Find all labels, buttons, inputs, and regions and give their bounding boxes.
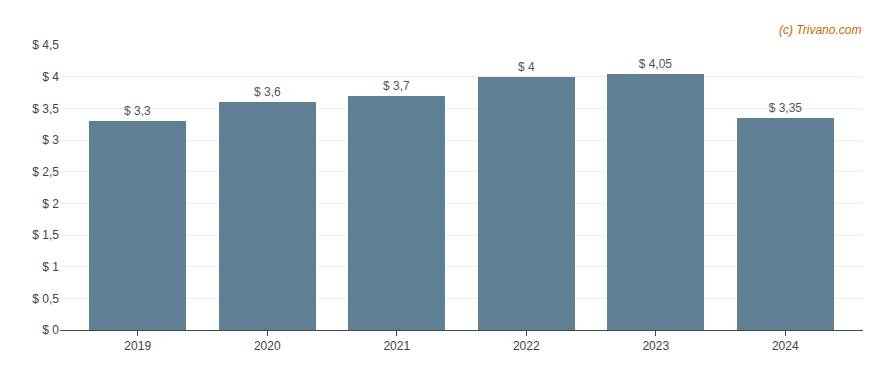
svg-text:$ 3,3: $ 3,3 [124,104,151,118]
svg-text:2024: 2024 [772,339,799,353]
svg-text:(c) Trivano.com: (c) Trivano.com [779,23,861,37]
svg-text:$ 4,5: $ 4,5 [32,38,59,52]
svg-text:2023: 2023 [642,339,669,353]
svg-text:$ 2: $ 2 [42,197,59,211]
svg-text:$ 3,7: $ 3,7 [383,79,410,93]
svg-text:$ 2,5: $ 2,5 [32,165,59,179]
svg-text:$ 4: $ 4 [42,70,59,84]
svg-text:$ 3,5: $ 3,5 [32,102,59,116]
svg-text:$ 0: $ 0 [42,323,59,337]
svg-text:$ 4,05: $ 4,05 [639,57,673,71]
svg-text:$ 4: $ 4 [518,60,535,74]
svg-text:2022: 2022 [513,339,540,353]
svg-text:$ 3,6: $ 3,6 [254,85,281,99]
svg-text:$ 1: $ 1 [42,260,59,274]
svg-text:$ 3,35: $ 3,35 [769,101,803,115]
svg-text:2019: 2019 [124,339,151,353]
svg-text:2021: 2021 [383,339,410,353]
svg-text:2020: 2020 [254,339,281,353]
svg-text:$ 0,5: $ 0,5 [32,292,59,306]
svg-text:$ 3: $ 3 [42,133,59,147]
svg-text:$ 1,5: $ 1,5 [32,228,59,242]
